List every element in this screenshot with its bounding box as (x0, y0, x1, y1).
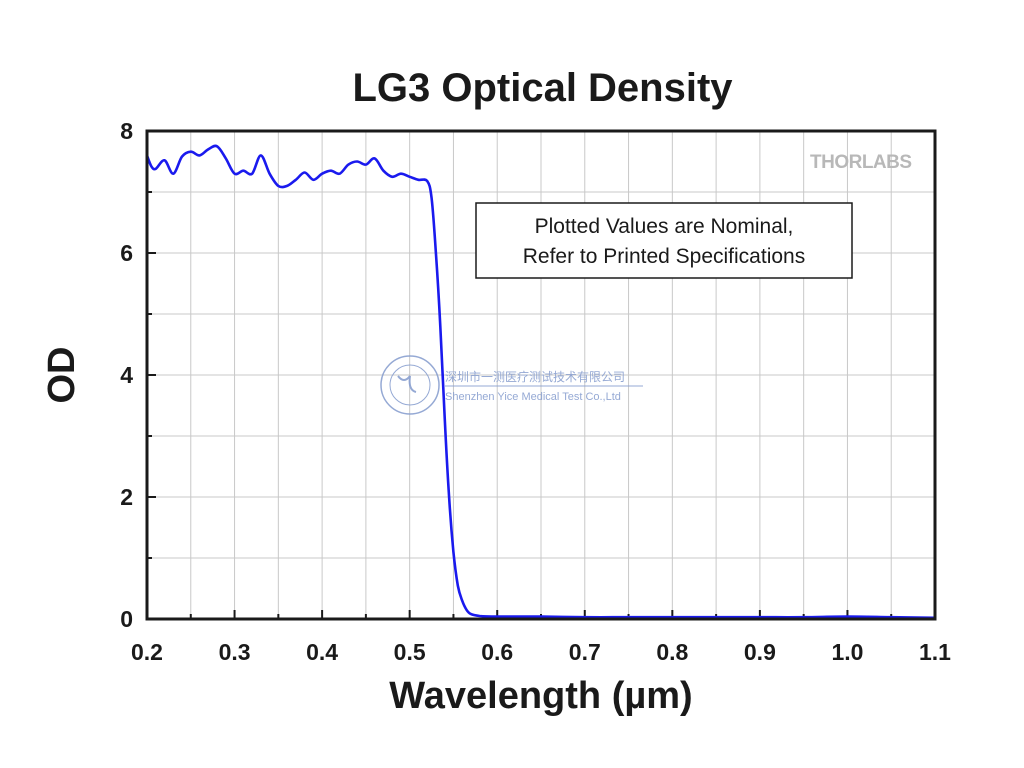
x-tick-label: 1.1 (919, 639, 951, 665)
watermark-seal-outer (380, 355, 440, 415)
x-tick-label: 0.5 (394, 639, 426, 665)
x-tick-label: 0.8 (656, 639, 688, 665)
brand-logo-text: THORLABS (810, 152, 912, 173)
x-tick-label: 0.6 (481, 639, 513, 665)
watermark: 深圳市一测医疗测试技术有限公司 Shenzhen Yice Medical Te… (380, 355, 643, 415)
watermark-seal-mark (397, 375, 417, 393)
watermark-seal-inner (389, 364, 431, 406)
x-tick-label: 0.9 (744, 639, 776, 665)
series-layer (145, 144, 936, 620)
annotation-box: Plotted Values are Nominal, Refer to Pri… (475, 202, 853, 279)
od-curve (145, 144, 936, 620)
brand-logo: THORLABS (810, 152, 912, 173)
y-axis-title: OD (41, 347, 83, 404)
x-tick-label: 1.0 (831, 639, 863, 665)
x-tick-label: 0.2 (131, 639, 163, 665)
chart-title: LG3 Optical Density (352, 66, 733, 110)
annotation-frame (475, 202, 853, 279)
watermark-english: Shenzhen Yice Medical Test Co.,Ltd (445, 391, 621, 403)
y-tick-label: 2 (120, 484, 133, 510)
y-tick-label: 0 (120, 606, 133, 632)
x-tick-label: 0.3 (219, 639, 251, 665)
y-tick-label: 6 (120, 240, 133, 266)
x-tick-label: 0.7 (569, 639, 601, 665)
annotation-line-1: Plotted Values are Nominal, (535, 215, 794, 238)
tick-labels: 0.2 0.3 0.4 0.5 0.6 0.7 0.8 0.9 1.0 1.1 0 2 4 6 8 (120, 118, 951, 665)
plot-frame (145, 129, 937, 621)
y-tick-label: 4 (120, 362, 133, 388)
y-tick-label: 8 (120, 118, 133, 144)
x-tick-label: 0.4 (306, 639, 338, 665)
x-axis-title: Wavelength (µm) (389, 675, 692, 717)
watermark-chinese: 深圳市一测医疗测试技术有限公司 (445, 369, 625, 384)
annotation-line-2: Refer to Printed Specifications (523, 245, 805, 268)
